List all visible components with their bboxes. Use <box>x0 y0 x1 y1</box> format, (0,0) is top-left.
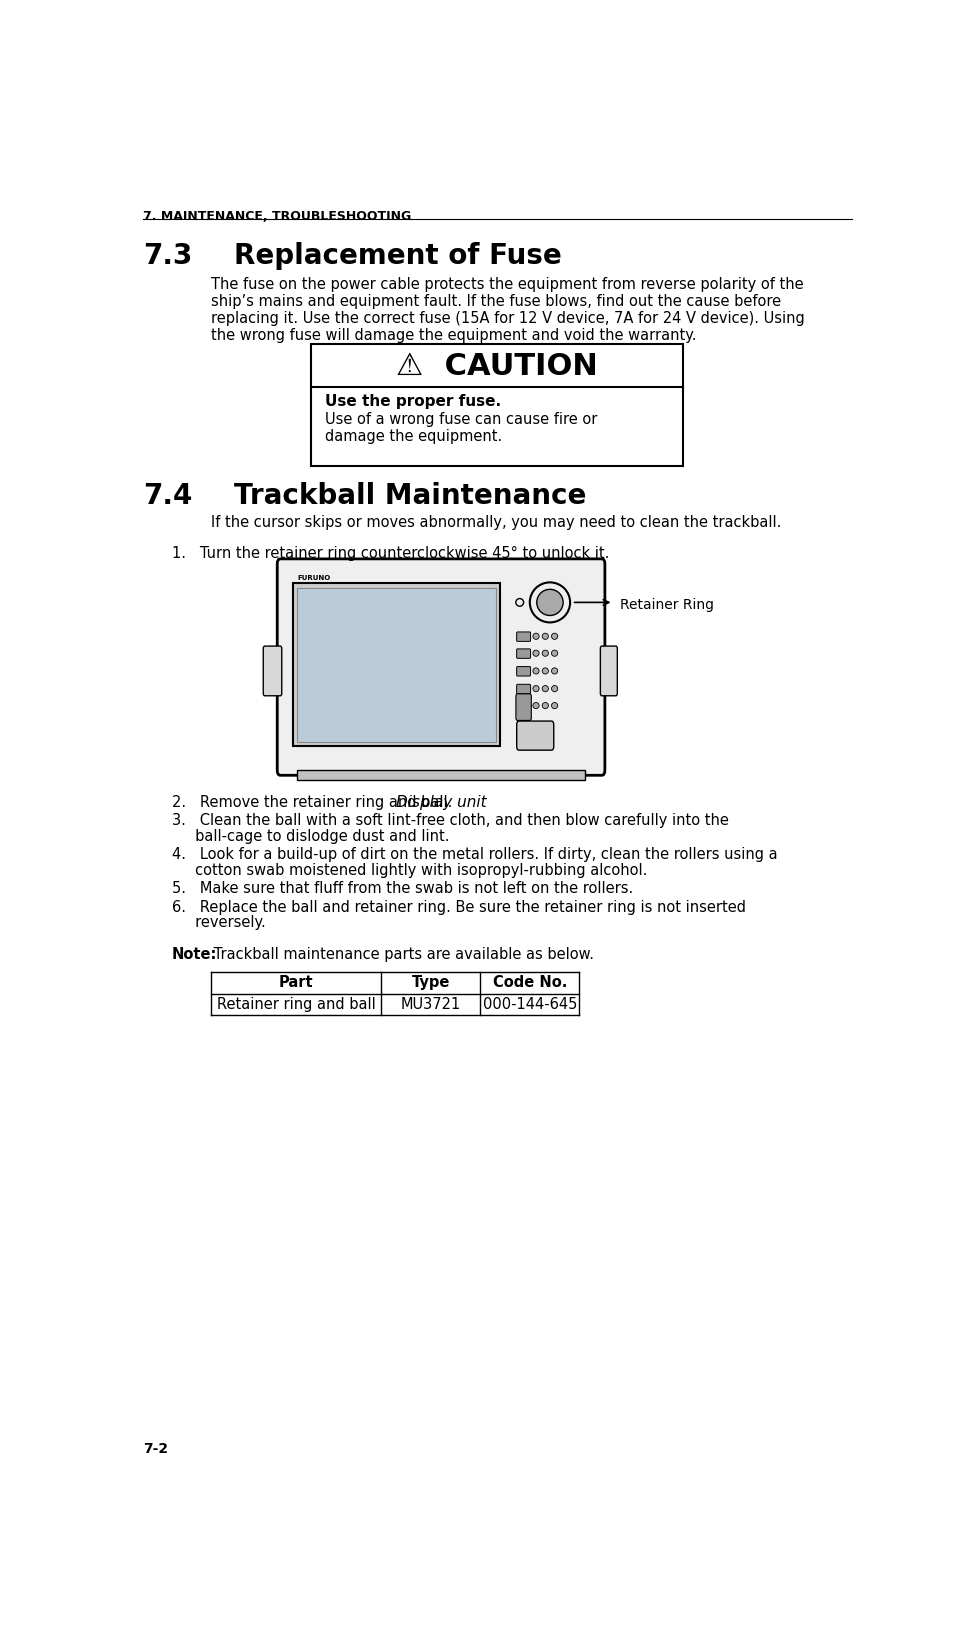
Ellipse shape <box>552 650 557 656</box>
Ellipse shape <box>533 633 539 640</box>
Text: Trackball maintenance parts are available as below.: Trackball maintenance parts are availabl… <box>209 947 594 963</box>
Text: Use the proper fuse.: Use the proper fuse. <box>325 393 501 408</box>
Ellipse shape <box>542 685 549 692</box>
Text: cotton swab moistened lightly with isopropyl-rubbing alcohol.: cotton swab moistened lightly with isopr… <box>172 863 647 878</box>
Text: FURUNO: FURUNO <box>297 574 330 581</box>
Text: Code No.: Code No. <box>492 976 567 991</box>
FancyBboxPatch shape <box>517 702 530 710</box>
Text: ship’s mains and equipment fault. If the fuse blows, find out the cause before: ship’s mains and equipment fault. If the… <box>211 294 781 308</box>
Ellipse shape <box>542 633 549 640</box>
Ellipse shape <box>542 702 549 708</box>
Text: Replacement of Fuse: Replacement of Fuse <box>234 242 561 269</box>
Text: 4.   Look for a build-up of dirt on the metal rollers. If dirty, clean the rolle: 4. Look for a build-up of dirt on the me… <box>172 847 778 862</box>
Ellipse shape <box>542 650 549 656</box>
Bar <box>297 588 496 743</box>
FancyBboxPatch shape <box>517 666 530 676</box>
Ellipse shape <box>533 702 539 708</box>
Text: replacing it. Use the correct fuse (15A for 12 V device, 7A for 24 V device). Us: replacing it. Use the correct fuse (15A … <box>211 310 804 325</box>
Text: Trackball Maintenance: Trackball Maintenance <box>234 483 586 511</box>
Ellipse shape <box>533 667 539 674</box>
FancyBboxPatch shape <box>516 694 531 720</box>
Text: damage the equipment.: damage the equipment. <box>325 429 502 444</box>
FancyBboxPatch shape <box>278 558 605 775</box>
Text: 3.   Clean the ball with a soft lint-free cloth, and then blow carefully into th: 3. Clean the ball with a soft lint-free … <box>172 813 728 829</box>
FancyBboxPatch shape <box>517 684 530 694</box>
FancyBboxPatch shape <box>517 721 553 751</box>
Ellipse shape <box>552 685 557 692</box>
Text: 6.   Replace the ball and retainer ring. Be sure the retainer ring is not insert: 6. Replace the ball and retainer ring. B… <box>172 899 746 914</box>
Text: 7.3: 7.3 <box>143 242 192 269</box>
Ellipse shape <box>552 667 557 674</box>
Text: ball-cage to dislodge dust and lint.: ball-cage to dislodge dust and lint. <box>172 829 450 844</box>
Text: Use of a wrong fuse can cause fire or: Use of a wrong fuse can cause fire or <box>325 413 597 428</box>
FancyBboxPatch shape <box>517 632 530 641</box>
Text: Note:: Note: <box>172 947 218 963</box>
Text: ⚠  CAUTION: ⚠ CAUTION <box>396 351 598 380</box>
Bar <box>312 344 684 467</box>
Text: Type: Type <box>412 976 450 991</box>
Text: The fuse on the power cable protects the equipment from reverse polarity of the: The fuse on the power cable protects the… <box>211 277 803 292</box>
Text: 1.   Turn the retainer ring counterclockwise 45° to unlock it.: 1. Turn the retainer ring counterclockwi… <box>172 547 609 561</box>
Text: If the cursor skips or moves abnormally, you may need to clean the trackball.: If the cursor skips or moves abnormally,… <box>211 516 781 530</box>
FancyBboxPatch shape <box>517 650 530 658</box>
Ellipse shape <box>542 667 549 674</box>
Text: 2.   Remove the retainer ring and ball.: 2. Remove the retainer ring and ball. <box>172 795 452 809</box>
Text: 000-144-645: 000-144-645 <box>483 997 577 1012</box>
Ellipse shape <box>552 702 557 708</box>
Text: MU3721: MU3721 <box>400 997 460 1012</box>
FancyBboxPatch shape <box>263 646 282 695</box>
Text: Retainer ring and ball: Retainer ring and ball <box>217 997 376 1012</box>
FancyBboxPatch shape <box>600 646 618 695</box>
Ellipse shape <box>533 685 539 692</box>
Bar <box>292 583 500 746</box>
Ellipse shape <box>537 589 563 615</box>
Ellipse shape <box>533 650 539 656</box>
Text: 5.   Make sure that fluff from the swab is not left on the rollers.: 5. Make sure that fluff from the swab is… <box>172 881 633 896</box>
Text: 7. MAINTENANCE, TROUBLESHOOTING: 7. MAINTENANCE, TROUBLESHOOTING <box>143 209 412 222</box>
Text: the wrong fuse will damage the equipment and void the warranty.: the wrong fuse will damage the equipment… <box>211 328 696 343</box>
Text: reversely.: reversely. <box>172 916 265 930</box>
Ellipse shape <box>552 633 557 640</box>
Text: Part: Part <box>279 976 313 991</box>
Text: Display unit: Display unit <box>396 795 486 809</box>
Text: Retainer Ring: Retainer Ring <box>619 597 714 612</box>
Bar <box>297 770 585 780</box>
Text: 7.4: 7.4 <box>143 483 192 511</box>
Text: 7-2: 7-2 <box>143 1441 168 1456</box>
